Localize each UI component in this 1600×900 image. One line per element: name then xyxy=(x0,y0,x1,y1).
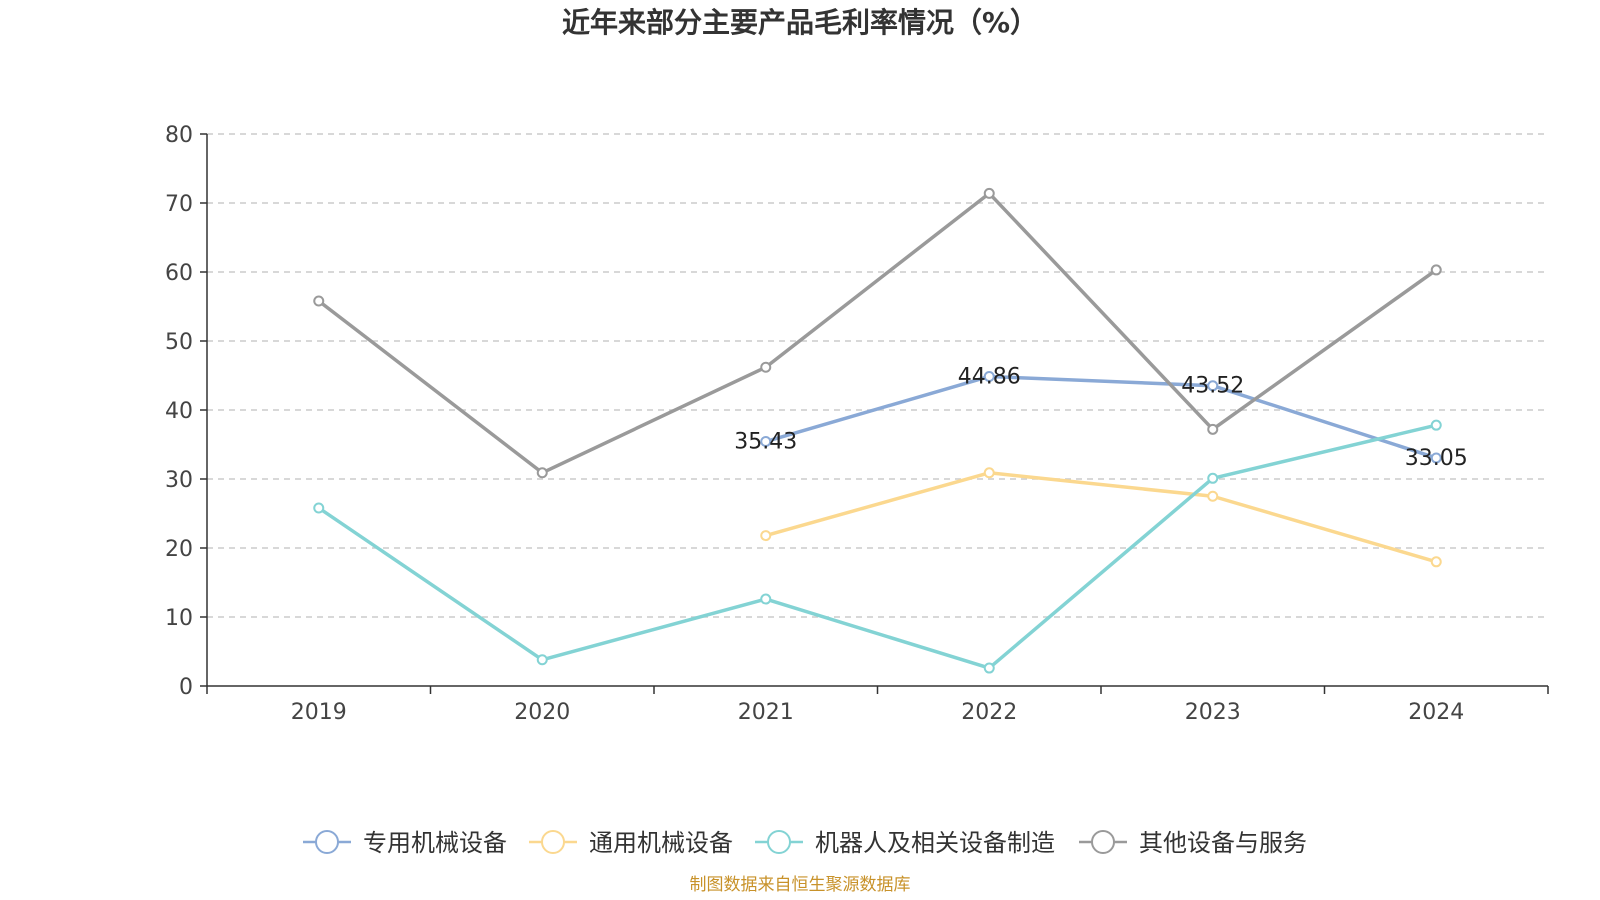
series-line xyxy=(765,471,1437,564)
y-tick-label: 80 xyxy=(165,123,193,148)
x-tick-label: 2023 xyxy=(1185,700,1241,725)
legend-swatch-marker xyxy=(1091,830,1115,854)
x-tick-label: 2024 xyxy=(1408,700,1464,725)
legend-label: 机器人及相关设备制造 xyxy=(815,829,1055,857)
data-label: 35.43 xyxy=(734,430,797,455)
legend: 专用机械设备 通用机械设备 机器人及相关设备制造 其他设备与服务 xyxy=(303,829,1307,857)
grid-lines xyxy=(207,133,1548,618)
series-line xyxy=(317,191,1438,475)
data-label: 33.05 xyxy=(1405,446,1468,471)
x-tick-label: 2019 xyxy=(291,700,347,725)
x-tick-label: 2020 xyxy=(514,700,570,725)
y-tick-label: 60 xyxy=(165,261,193,286)
legend-label: 专用机械设备 xyxy=(363,829,507,857)
data-point xyxy=(760,530,772,542)
data-point xyxy=(1430,556,1442,568)
data-point xyxy=(1207,490,1219,502)
legend-swatch-marker xyxy=(767,830,791,854)
data-labels: 35.43 44.86 43.52 33.05 xyxy=(734,364,1467,470)
y-tick-label: 50 xyxy=(165,330,193,355)
data-point xyxy=(760,593,772,605)
legend-swatch-marker xyxy=(541,830,565,854)
source-note: 制图数据来自恒生聚源数据库 xyxy=(690,875,911,895)
legend-label: 其他设备与服务 xyxy=(1139,829,1307,857)
data-point xyxy=(1207,423,1219,435)
data-point xyxy=(536,467,548,479)
x-tick-label: 2022 xyxy=(961,700,1017,725)
y-tick-label: 40 xyxy=(165,399,193,424)
y-tick-label: 30 xyxy=(165,468,193,493)
data-point xyxy=(1430,264,1442,276)
data-point xyxy=(313,502,325,514)
data-point xyxy=(1430,452,1442,464)
y-tick-label: 10 xyxy=(165,606,193,631)
legend-label: 通用机械设备 xyxy=(589,829,733,857)
data-point xyxy=(313,295,325,307)
series-line xyxy=(765,374,1437,460)
data-point xyxy=(1207,472,1219,484)
legend-swatch-marker xyxy=(315,830,339,854)
data-point xyxy=(983,187,995,199)
data-point xyxy=(1207,380,1219,392)
x-tick-label: 2021 xyxy=(738,700,794,725)
axes: 0 10 20 30 40 50 60 70 80 2019 2020 2021 2022 2023 202… xyxy=(165,123,1549,725)
data-point xyxy=(983,662,995,674)
data-point xyxy=(983,370,995,382)
series-lines xyxy=(317,191,1438,670)
chart-title: 近年来部分主要产品毛利率情况（%） xyxy=(562,6,1038,39)
data-point xyxy=(760,361,772,373)
data-label: 44.86 xyxy=(958,364,1021,389)
data-point xyxy=(536,654,548,666)
data-label: 43.52 xyxy=(1181,374,1244,399)
data-points xyxy=(313,187,1442,674)
y-tick-label: 0 xyxy=(179,675,193,700)
data-point xyxy=(1430,419,1442,431)
data-point xyxy=(983,467,995,479)
data-point xyxy=(760,436,772,448)
series-line xyxy=(317,423,1437,670)
y-tick-label: 70 xyxy=(165,192,193,217)
y-tick-label: 20 xyxy=(165,537,193,562)
